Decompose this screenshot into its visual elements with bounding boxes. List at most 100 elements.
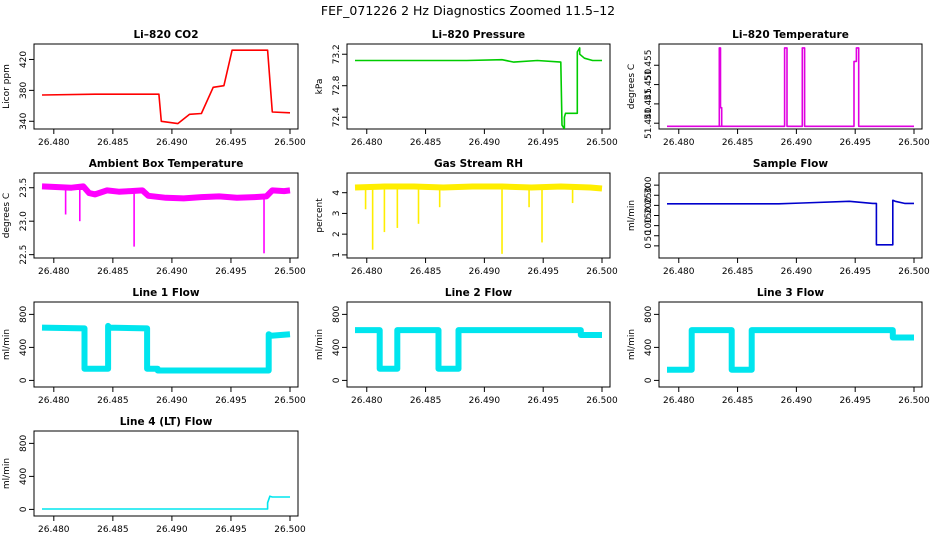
y-tick-label: 0 bbox=[644, 243, 654, 249]
y-tick-label: 380 bbox=[19, 82, 29, 99]
sample-flow-data bbox=[667, 199, 914, 246]
line-2-flow-ylabel: ml/min bbox=[315, 329, 325, 360]
li820-pressure-ylabel: kPa bbox=[315, 79, 325, 95]
y-tick-label: 150 bbox=[644, 207, 654, 224]
x-tick-label: 26.490 bbox=[469, 396, 501, 406]
ambient-box-temperature-title: Ambient Box Temperature bbox=[89, 158, 244, 170]
x-tick-label: 26.480 bbox=[38, 267, 70, 277]
figure-title: FEF_071226 2 Hz Diagnostics Zoomed 11.5–… bbox=[321, 3, 615, 18]
y-tick-label: 51.455 bbox=[644, 50, 654, 82]
y-tick-label: 3 bbox=[332, 211, 342, 217]
line-4-flow-panel: Line 4 (LT) Flow 26.480 26.485 26.490 26.495… bbox=[2, 416, 306, 535]
x-tick-label: 26.480 bbox=[38, 396, 70, 406]
li820-temperature-plot-frame bbox=[658, 43, 923, 130]
x-tick-label: 26.500 bbox=[274, 138, 306, 148]
x-tick-label: 26.500 bbox=[274, 525, 306, 535]
x-tick-label: 26.490 bbox=[781, 138, 813, 148]
x-tick-label: 26.500 bbox=[274, 396, 306, 406]
li820-pressure-panel: Li–820 Pressure 26.480 26.485 26.490 26.495 2… bbox=[315, 29, 618, 148]
sample-flow-series-line bbox=[667, 199, 914, 246]
x-tick-label: 26.500 bbox=[274, 267, 306, 277]
li820-temperature-panel: Li–820 Temperature 26.480 26.485 26.490 26.4… bbox=[627, 29, 930, 148]
gas-stream-rh-data bbox=[354, 183, 603, 254]
x-tick-label: 26.500 bbox=[898, 267, 930, 277]
x-tick-label: 26.490 bbox=[469, 138, 501, 148]
y-tick-label: 400 bbox=[19, 468, 29, 485]
y-tick-label: 100 bbox=[644, 217, 654, 234]
gas-stream-rh-plot-frame bbox=[346, 172, 611, 259]
line-3-flow-plot-frame bbox=[658, 301, 923, 388]
y-tick-label: 4 bbox=[332, 190, 342, 196]
line-4-flow-plot-frame bbox=[33, 430, 299, 517]
ambient-box-temperature-data bbox=[41, 183, 291, 254]
line-3-flow-title: Line 3 Flow bbox=[757, 287, 824, 299]
y-tick-label: 300 bbox=[644, 176, 654, 193]
x-tick-label: 26.485 bbox=[722, 138, 754, 148]
y-tick-label: 51.440 bbox=[644, 107, 654, 139]
x-tick-label: 26.490 bbox=[781, 267, 813, 277]
x-tick-label: 26.485 bbox=[722, 267, 754, 277]
x-tick-label: 26.495 bbox=[527, 396, 559, 406]
line-4-flow-ylabel: ml/min bbox=[2, 458, 12, 489]
y-tick-label: 800 bbox=[644, 306, 654, 323]
x-tick-label: 26.490 bbox=[156, 396, 188, 406]
line-2-flow-title: Line 2 Flow bbox=[445, 287, 512, 299]
ambient-box-temperature-series-line bbox=[41, 183, 291, 202]
x-tick-label: 26.480 bbox=[351, 396, 383, 406]
y-tick-label: 2 bbox=[332, 231, 342, 237]
y-tick-label: 250 bbox=[644, 186, 654, 203]
li820-co2-panel: Li–820 CO2 26.480 26.485 26.490 26.495 26.500… bbox=[2, 29, 306, 148]
gas-stream-rh-panel: Gas Stream RH 26.480 26.485 26.490 26.495 26.… bbox=[315, 158, 618, 277]
x-tick-label: 26.500 bbox=[586, 138, 618, 148]
x-tick-label: 26.485 bbox=[410, 138, 442, 148]
li820-temperature-series-line bbox=[667, 47, 914, 128]
y-tick-label: 72.4 bbox=[332, 107, 342, 127]
line-2-flow-panel: Line 2 Flow 26.480 26.485 26.490 26.495 26.50… bbox=[315, 287, 618, 406]
x-tick-label: 26.495 bbox=[215, 138, 247, 148]
line-3-flow-series-line bbox=[667, 327, 914, 373]
line-4-flow-series-line bbox=[42, 495, 290, 510]
x-tick-label: 26.485 bbox=[97, 396, 129, 406]
y-tick-label: 22.5 bbox=[19, 245, 29, 265]
x-tick-label: 26.490 bbox=[156, 525, 188, 535]
x-tick-label: 26.495 bbox=[527, 267, 559, 277]
x-tick-label: 26.500 bbox=[898, 138, 930, 148]
y-tick-label: 1 bbox=[332, 252, 342, 258]
y-tick-label: 23.5 bbox=[19, 178, 29, 198]
y-tick-label: 400 bbox=[332, 339, 342, 356]
x-tick-label: 26.480 bbox=[351, 267, 383, 277]
y-tick-label: 50 bbox=[644, 230, 654, 242]
y-tick-label: 51.450 bbox=[644, 69, 654, 101]
li820-temperature-data bbox=[667, 47, 914, 128]
y-tick-label: 800 bbox=[19, 435, 29, 452]
x-tick-label: 26.480 bbox=[663, 267, 695, 277]
x-tick-label: 26.490 bbox=[469, 267, 501, 277]
y-tick-label: 200 bbox=[644, 197, 654, 214]
li820-pressure-data bbox=[355, 47, 602, 129]
li820-temperature-ylabel: degrees C bbox=[627, 64, 637, 109]
x-tick-label: 26.495 bbox=[839, 138, 871, 148]
line-1-flow-data bbox=[41, 322, 291, 374]
x-tick-label: 26.480 bbox=[38, 525, 70, 535]
line-3-flow-panel: Line 3 Flow 26.480 26.485 26.490 26.495 26.50… bbox=[627, 287, 930, 406]
y-tick-label: 800 bbox=[19, 306, 29, 323]
x-tick-label: 26.490 bbox=[156, 267, 188, 277]
x-tick-label: 26.490 bbox=[156, 138, 188, 148]
x-tick-label: 26.495 bbox=[839, 396, 871, 406]
x-tick-label: 26.485 bbox=[97, 267, 129, 277]
x-tick-label: 26.500 bbox=[586, 267, 618, 277]
y-tick-label: 72.8 bbox=[332, 75, 342, 95]
li820-pressure-plot-frame bbox=[346, 43, 611, 130]
ambient-box-temperature-panel: Ambient Box Temperature 26.480 26.485 26.49… bbox=[2, 158, 306, 277]
x-tick-label: 26.485 bbox=[97, 138, 129, 148]
li820-co2-data bbox=[41, 49, 291, 125]
sample-flow-panel: Sample Flow 26.480 26.485 26.490 26.495 26.50… bbox=[627, 158, 930, 277]
y-tick-label: 0 bbox=[644, 377, 654, 383]
li820-co2-title: Li–820 CO2 bbox=[133, 29, 198, 41]
sample-flow-ylabel: ml/min bbox=[627, 200, 637, 231]
x-tick-label: 26.485 bbox=[722, 396, 754, 406]
ambient-box-temperature-ylabel: degrees C bbox=[2, 193, 12, 238]
sample-flow-title: Sample Flow bbox=[753, 158, 828, 170]
y-tick-label: 51.445 bbox=[644, 88, 654, 120]
